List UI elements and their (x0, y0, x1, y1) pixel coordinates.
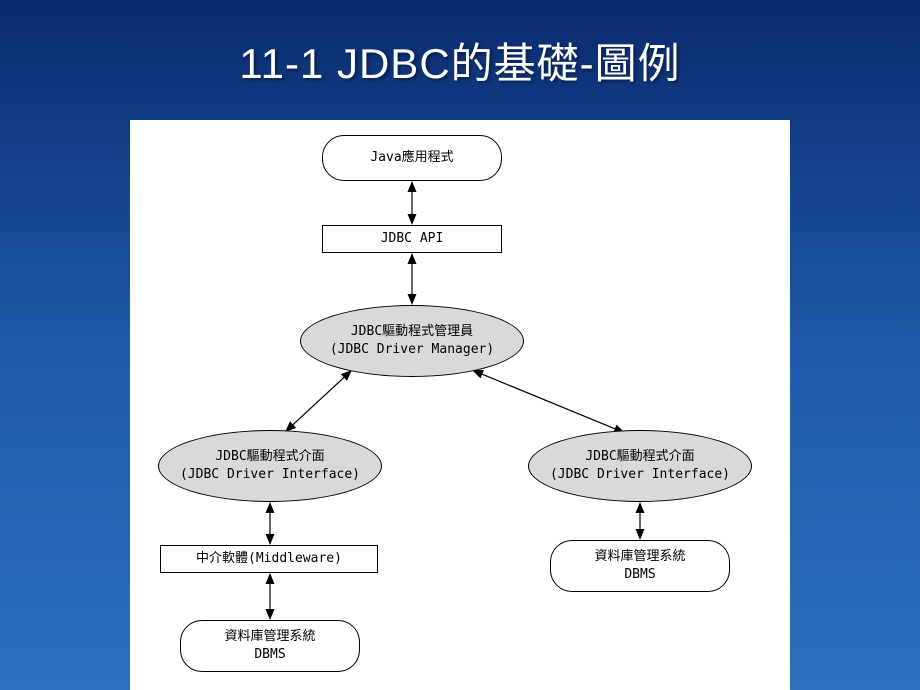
node-label: JDBC驅動程式介面 (215, 448, 324, 466)
node-iface_left: JDBC驅動程式介面(JDBC Driver Interface) (158, 430, 382, 502)
node-label: (JDBC Driver Interface) (550, 466, 730, 484)
node-label: (JDBC Driver Interface) (180, 466, 360, 484)
diagram-canvas: Java應用程式JDBC APIJDBC驅動程式管理員(JDBC Driver … (130, 120, 790, 690)
node-label: 資料庫管理系統 (224, 628, 315, 646)
slide-title: 11-1 JDBC的基礎-圖例 (0, 0, 920, 91)
node-dbms_right: 資料庫管理系統DBMS (550, 540, 730, 592)
node-label: (JDBC Driver Manager) (330, 341, 494, 359)
node-java_app: Java應用程式 (322, 135, 502, 181)
node-jdbc_api: JDBC API (322, 225, 502, 253)
node-iface_right: JDBC驅動程式介面(JDBC Driver Interface) (528, 430, 752, 502)
node-driver_mgr: JDBC驅動程式管理員(JDBC Driver Manager) (300, 305, 524, 377)
node-label: JDBC驅動程式管理員 (351, 323, 473, 341)
node-label: 中介軟體(Middleware) (196, 550, 342, 568)
node-label: Java應用程式 (370, 149, 453, 167)
node-label: JDBC驅動程式介面 (585, 448, 694, 466)
node-label: DBMS (254, 646, 285, 664)
node-dbms_left: 資料庫管理系統DBMS (180, 620, 360, 672)
edge-driver_mgr-iface_left (292, 377, 344, 426)
diagram-edges (130, 120, 790, 690)
node-label: JDBC API (381, 230, 444, 248)
node-label: DBMS (624, 566, 655, 584)
edge-driver_mgr-iface_right (481, 374, 616, 429)
node-label: 資料庫管理系統 (594, 548, 685, 566)
node-middleware: 中介軟體(Middleware) (160, 545, 378, 573)
